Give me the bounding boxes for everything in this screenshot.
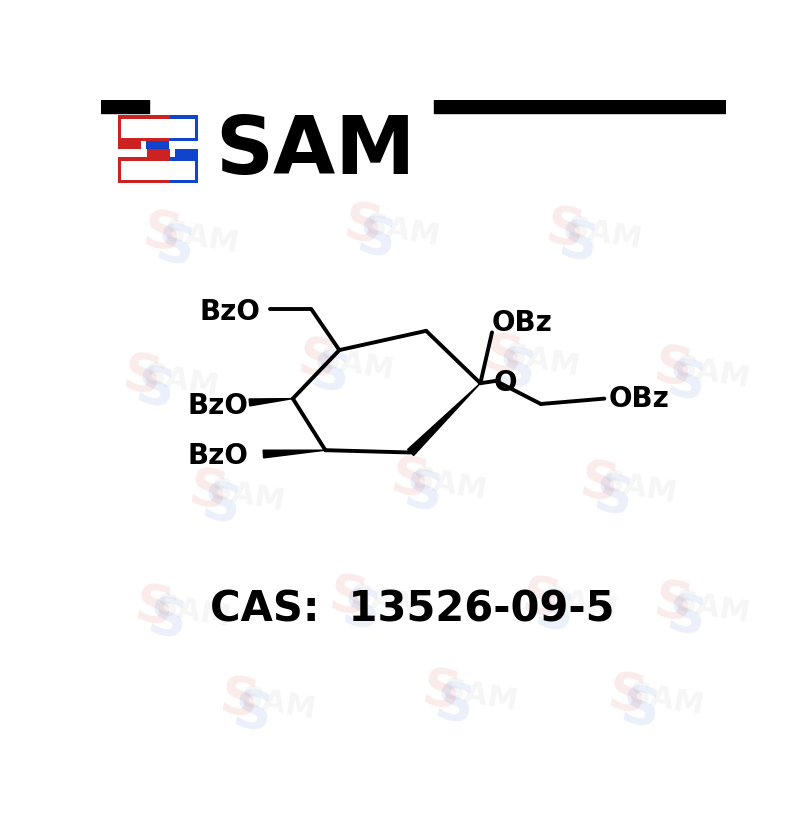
Text: S: S [663,589,709,647]
Text: S: S [663,354,709,412]
Text: S: S [216,671,262,730]
Text: SAM: SAM [162,217,242,260]
Text: S: S [132,362,178,420]
Text: S: S [324,570,370,627]
Text: CAS:  13526-09-5: CAS: 13526-09-5 [210,588,614,631]
Text: SAM: SAM [142,360,222,402]
Text: OBz: OBz [609,384,669,413]
Text: S: S [130,579,176,637]
Text: SAM: SAM [564,214,644,255]
Text: S: S [151,220,197,277]
Text: S: S [554,215,601,274]
Text: BzO: BzO [188,392,248,419]
Polygon shape [249,399,293,406]
Text: S: S [197,478,244,535]
Text: SAM: SAM [626,680,706,721]
Text: S: S [518,572,564,629]
Text: S: S [576,456,622,513]
Text: S: S [616,681,663,740]
Text: S: S [306,347,353,404]
Text: OBz: OBz [492,310,553,337]
Polygon shape [146,116,198,183]
Text: S: S [118,348,165,406]
Text: BzO: BzO [188,442,248,469]
Text: SAM: SAM [154,591,233,633]
Text: SAM: SAM [410,464,489,506]
Text: S: S [143,593,190,651]
Text: SAM: SAM [316,344,396,386]
Text: SAM: SAM [673,587,753,629]
Text: S: S [479,329,526,387]
Text: S: S [492,343,539,400]
Polygon shape [122,119,167,137]
Polygon shape [149,161,195,180]
Polygon shape [263,450,325,458]
Text: SAM: SAM [673,352,753,394]
Polygon shape [149,119,195,137]
Text: S: S [603,668,650,726]
Text: S: S [650,575,696,633]
Text: S: S [229,686,275,743]
Text: SAM: SAM [239,683,319,726]
Text: S: S [530,585,577,643]
Text: SAM: SAM [599,468,679,509]
Text: S: S [293,333,339,390]
Text: S: S [340,198,386,255]
Polygon shape [118,116,171,183]
Text: S: S [417,664,464,721]
Polygon shape [407,384,481,455]
Text: S: S [589,470,635,527]
Text: SAM: SAM [348,582,427,623]
Text: BzO: BzO [200,299,261,326]
Text: S: S [650,340,696,399]
Text: S: S [541,202,588,260]
Polygon shape [122,161,167,180]
Text: SAM: SAM [541,583,621,625]
Text: SAM: SAM [440,676,520,717]
Text: SAM: SAM [502,341,582,383]
Text: S: S [386,452,432,510]
Text: SAM: SAM [208,476,288,518]
Text: S: S [138,206,184,264]
Text: O: O [493,369,517,397]
Text: S: S [430,678,477,735]
Text: SAM: SAM [363,210,443,251]
Text: S: S [337,584,383,641]
Text: S: S [399,466,445,524]
Text: S: S [184,463,231,522]
Text: S: S [353,212,399,270]
Text: SAM: SAM [215,113,415,191]
